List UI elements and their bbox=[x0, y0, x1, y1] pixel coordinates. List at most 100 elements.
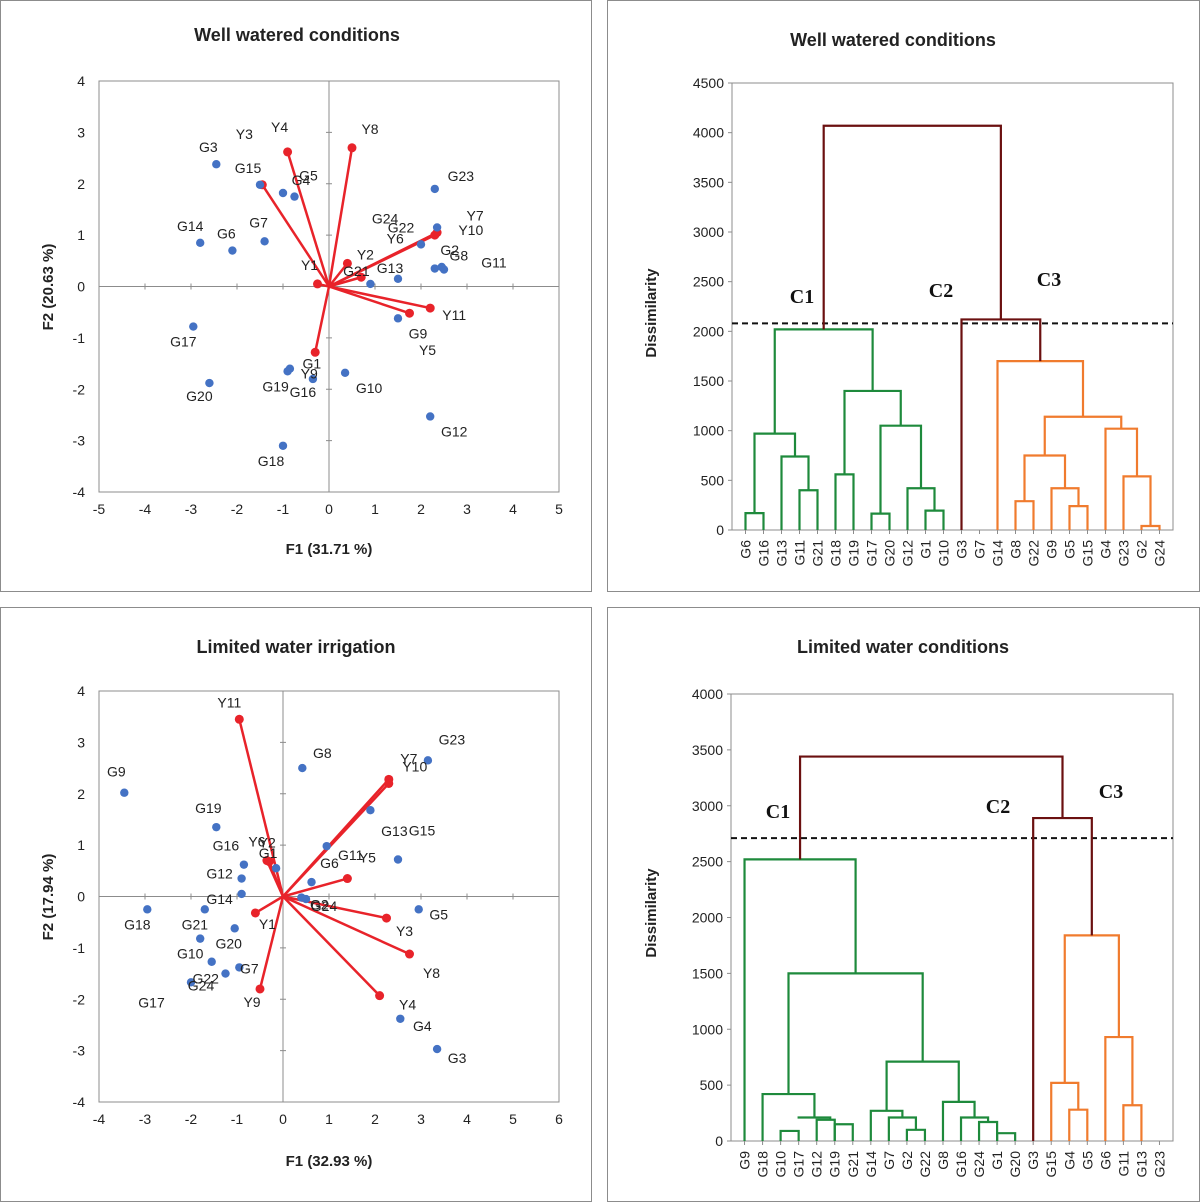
vector-y8 bbox=[327, 147, 354, 287]
point-g12 bbox=[237, 874, 246, 883]
x-tick-label: 0 bbox=[279, 1111, 287, 1127]
panel-limited-water-dendrogram: Limited water conditions Dissimilarity 0… bbox=[607, 607, 1200, 1202]
leaf-label-g8: G8 bbox=[935, 1151, 951, 1170]
vector-y4 bbox=[286, 151, 331, 287]
dendrogram-link bbox=[1043, 415, 1123, 456]
leaf-label-g3: G3 bbox=[1025, 1151, 1041, 1170]
point-g15 bbox=[255, 180, 265, 189]
chart-title: Well watered conditions bbox=[194, 25, 400, 45]
point-g18 bbox=[143, 905, 152, 914]
y-axis-label: F2 (20.63 %) bbox=[40, 244, 57, 331]
dendrogram-link bbox=[996, 1132, 1017, 1141]
leaf-label-g13: G13 bbox=[774, 540, 790, 567]
dendrogram-link bbox=[773, 328, 874, 434]
point-g13 bbox=[393, 274, 403, 283]
point-label-g8: G8 bbox=[313, 745, 332, 761]
y-tick-label: -2 bbox=[73, 381, 86, 397]
vector-tip-y5 bbox=[405, 308, 414, 318]
dendrogram-link bbox=[833, 1123, 854, 1141]
point-g19 bbox=[283, 367, 292, 376]
vector-tip-y4 bbox=[283, 147, 293, 157]
x-tick-label: 4 bbox=[509, 501, 517, 517]
dendrogram-link bbox=[834, 473, 855, 530]
y-tick-label: -1 bbox=[73, 330, 86, 346]
vector-y5 bbox=[282, 877, 348, 898]
y-tick-label: -3 bbox=[73, 1043, 86, 1059]
vector-y3 bbox=[261, 184, 331, 288]
point-label-g10: G10 bbox=[177, 946, 204, 962]
vector-label-y5: Y5 bbox=[359, 850, 376, 866]
dendrogram-link bbox=[798, 755, 1064, 860]
y-axis-label: Dissimilarity bbox=[643, 868, 660, 958]
point-g24 bbox=[186, 978, 196, 987]
point-label-g5: G5 bbox=[299, 168, 318, 184]
leaf-label-g9: G9 bbox=[737, 1151, 753, 1170]
vector-tip-y1 bbox=[250, 908, 260, 918]
x-tick-label: 6 bbox=[555, 1111, 563, 1127]
plot-frame bbox=[731, 82, 1174, 531]
point-label-g14: G14 bbox=[206, 891, 233, 907]
point-label-g1: G1 bbox=[303, 356, 322, 372]
vector-tip-y3 bbox=[382, 913, 391, 923]
y-tick-label: 4000 bbox=[692, 686, 723, 702]
dendrogram-link bbox=[959, 1116, 990, 1141]
vector-label-y6: Y6 bbox=[248, 834, 265, 850]
leaf-label-g16: G16 bbox=[953, 1151, 969, 1178]
dendrogram-link bbox=[1104, 1035, 1134, 1141]
point-label-g24: G24 bbox=[188, 977, 215, 993]
leaf-label-g24: G24 bbox=[971, 1151, 987, 1178]
point-label-g24: G24 bbox=[372, 210, 399, 226]
leaf-label-g12: G12 bbox=[809, 1151, 825, 1178]
dendrogram-link bbox=[960, 318, 1042, 530]
leaf-label-g14: G14 bbox=[990, 540, 1006, 567]
point-label-g6: G6 bbox=[217, 226, 236, 242]
dendrogram-link bbox=[1050, 1081, 1080, 1141]
point-label-g15: G15 bbox=[235, 160, 262, 176]
x-tick-label: 2 bbox=[417, 501, 425, 517]
point-g16 bbox=[308, 374, 318, 384]
point-label-g17: G17 bbox=[138, 995, 165, 1011]
x-tick-label: -4 bbox=[93, 1111, 106, 1127]
dendrogram-link bbox=[743, 858, 857, 1141]
dendrogram-link bbox=[1068, 505, 1089, 530]
leaf-label-g17: G17 bbox=[864, 540, 880, 567]
y-tick-label: 0 bbox=[716, 522, 724, 538]
dendrogram-link bbox=[797, 1116, 832, 1120]
leaf-label-g24: G24 bbox=[1152, 540, 1168, 567]
vector-label-y2: Y2 bbox=[357, 246, 374, 262]
point-label-g21: G21 bbox=[343, 263, 370, 279]
leaf-label-g1: G1 bbox=[918, 540, 934, 559]
y-tick-label: 1500 bbox=[693, 373, 724, 389]
biplot-well-watered: Well watered conditions F1 (31.71 %) F2 … bbox=[40, 25, 563, 558]
dendrogram-link bbox=[780, 455, 810, 530]
leaf-label-g6: G6 bbox=[1097, 1151, 1113, 1170]
vector-label-y1: Y1 bbox=[259, 916, 276, 932]
point-label-g16: G16 bbox=[290, 384, 317, 400]
point-g5 bbox=[414, 905, 423, 914]
dendrogram-link bbox=[1014, 500, 1035, 530]
leaf-label-g4: G4 bbox=[1061, 1151, 1077, 1170]
y-tick-label: 2000 bbox=[693, 323, 724, 339]
leaf-label-g11: G11 bbox=[792, 540, 808, 566]
leaf-label-g10: G10 bbox=[936, 540, 952, 567]
vector-tip-y9 bbox=[310, 347, 320, 357]
cluster-label-c2: C2 bbox=[929, 280, 953, 302]
point-g7 bbox=[235, 963, 244, 972]
y-tick-label: -4 bbox=[73, 1094, 86, 1110]
dendrogram-link bbox=[996, 360, 1085, 530]
vector-y4 bbox=[282, 895, 381, 997]
point-g21 bbox=[366, 279, 375, 289]
point-label-g19: G19 bbox=[262, 378, 289, 394]
point-label-g23: G23 bbox=[448, 168, 475, 184]
cluster-label-c3: C3 bbox=[1099, 781, 1123, 803]
y-tick-label: 3000 bbox=[693, 224, 724, 240]
point-label-g3: G3 bbox=[199, 139, 218, 155]
leaf-label-g2: G2 bbox=[899, 1151, 915, 1170]
y-tick-label: 2 bbox=[77, 786, 85, 802]
vector-label-y8: Y8 bbox=[423, 965, 440, 981]
leaf-label-g21: G21 bbox=[845, 1151, 861, 1178]
point-g23 bbox=[423, 756, 433, 765]
x-tick-label: -4 bbox=[139, 501, 152, 517]
dendrogram-link bbox=[843, 389, 902, 475]
vector-label-y10: Y10 bbox=[458, 222, 483, 238]
